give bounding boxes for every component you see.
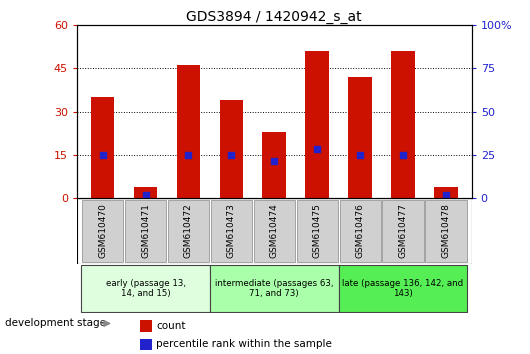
FancyBboxPatch shape — [339, 265, 467, 312]
FancyBboxPatch shape — [125, 200, 166, 262]
FancyBboxPatch shape — [211, 200, 252, 262]
Text: GSM610475: GSM610475 — [313, 204, 322, 258]
Bar — [140, 320, 152, 332]
FancyBboxPatch shape — [383, 200, 423, 262]
Bar — [305, 51, 329, 198]
FancyBboxPatch shape — [210, 265, 339, 312]
FancyBboxPatch shape — [82, 200, 123, 262]
Bar — [391, 51, 415, 198]
FancyBboxPatch shape — [254, 200, 295, 262]
FancyBboxPatch shape — [297, 200, 338, 262]
Point — [399, 152, 407, 158]
Title: GDS3894 / 1420942_s_at: GDS3894 / 1420942_s_at — [187, 10, 362, 24]
FancyBboxPatch shape — [81, 265, 210, 312]
Text: development stage: development stage — [5, 319, 107, 329]
Point — [313, 146, 321, 152]
FancyBboxPatch shape — [426, 200, 466, 262]
Text: GSM610472: GSM610472 — [184, 204, 193, 258]
Bar — [348, 77, 372, 198]
Text: GSM610471: GSM610471 — [141, 204, 150, 258]
Bar — [91, 97, 114, 198]
Text: GSM610478: GSM610478 — [441, 204, 450, 258]
Point — [184, 152, 193, 158]
Point — [227, 152, 236, 158]
Point — [270, 158, 279, 164]
Bar — [262, 132, 286, 198]
Text: GSM610473: GSM610473 — [227, 204, 236, 258]
Bar — [140, 338, 152, 350]
Text: early (passage 13,
14, and 15): early (passage 13, 14, and 15) — [105, 279, 186, 298]
Text: intermediate (passages 63,
71, and 73): intermediate (passages 63, 71, and 73) — [215, 279, 333, 298]
Bar — [219, 100, 243, 198]
FancyBboxPatch shape — [168, 200, 209, 262]
Text: count: count — [156, 321, 186, 331]
Point — [441, 192, 450, 198]
FancyBboxPatch shape — [340, 200, 381, 262]
Text: GSM610476: GSM610476 — [356, 204, 365, 258]
Point — [142, 192, 150, 198]
Text: GSM610477: GSM610477 — [399, 204, 408, 258]
Text: percentile rank within the sample: percentile rank within the sample — [156, 339, 332, 349]
Text: late (passage 136, 142, and
143): late (passage 136, 142, and 143) — [342, 279, 464, 298]
Bar — [176, 65, 200, 198]
Text: GSM610474: GSM610474 — [270, 204, 279, 258]
Text: GSM610470: GSM610470 — [98, 204, 107, 258]
Bar — [134, 187, 157, 198]
Bar — [434, 187, 458, 198]
Point — [99, 152, 107, 158]
Point — [356, 152, 364, 158]
